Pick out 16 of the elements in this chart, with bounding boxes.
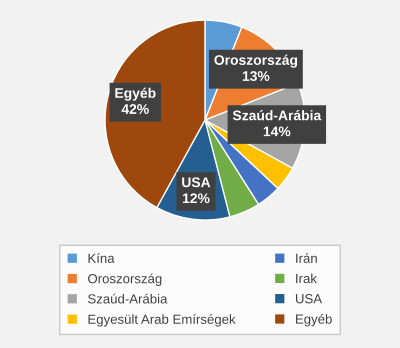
legend-label: Irán — [296, 253, 317, 263]
legend-label: Irak — [296, 273, 317, 284]
slice-label: Szaúd-Arábia — [232, 110, 322, 120]
legend-label: Egyéb — [296, 314, 332, 326]
data-label: 12% — [182, 193, 210, 204]
data-label: 14% — [264, 126, 290, 136]
data-label: 13% — [242, 71, 270, 81]
legend-label: USA — [296, 294, 322, 304]
data-label: 42% — [122, 104, 149, 114]
slice-label: Egyéb — [115, 88, 156, 101]
legend-label: Oroszország — [88, 273, 162, 286]
slice-label: USA — [182, 177, 210, 188]
legend-label: Egyesült Arab Emírségek — [88, 314, 236, 327]
legend-label: Szaúd-Arábia — [88, 294, 168, 304]
legend-label: Kína — [88, 253, 115, 263]
slice-label: Oroszország — [214, 54, 298, 68]
